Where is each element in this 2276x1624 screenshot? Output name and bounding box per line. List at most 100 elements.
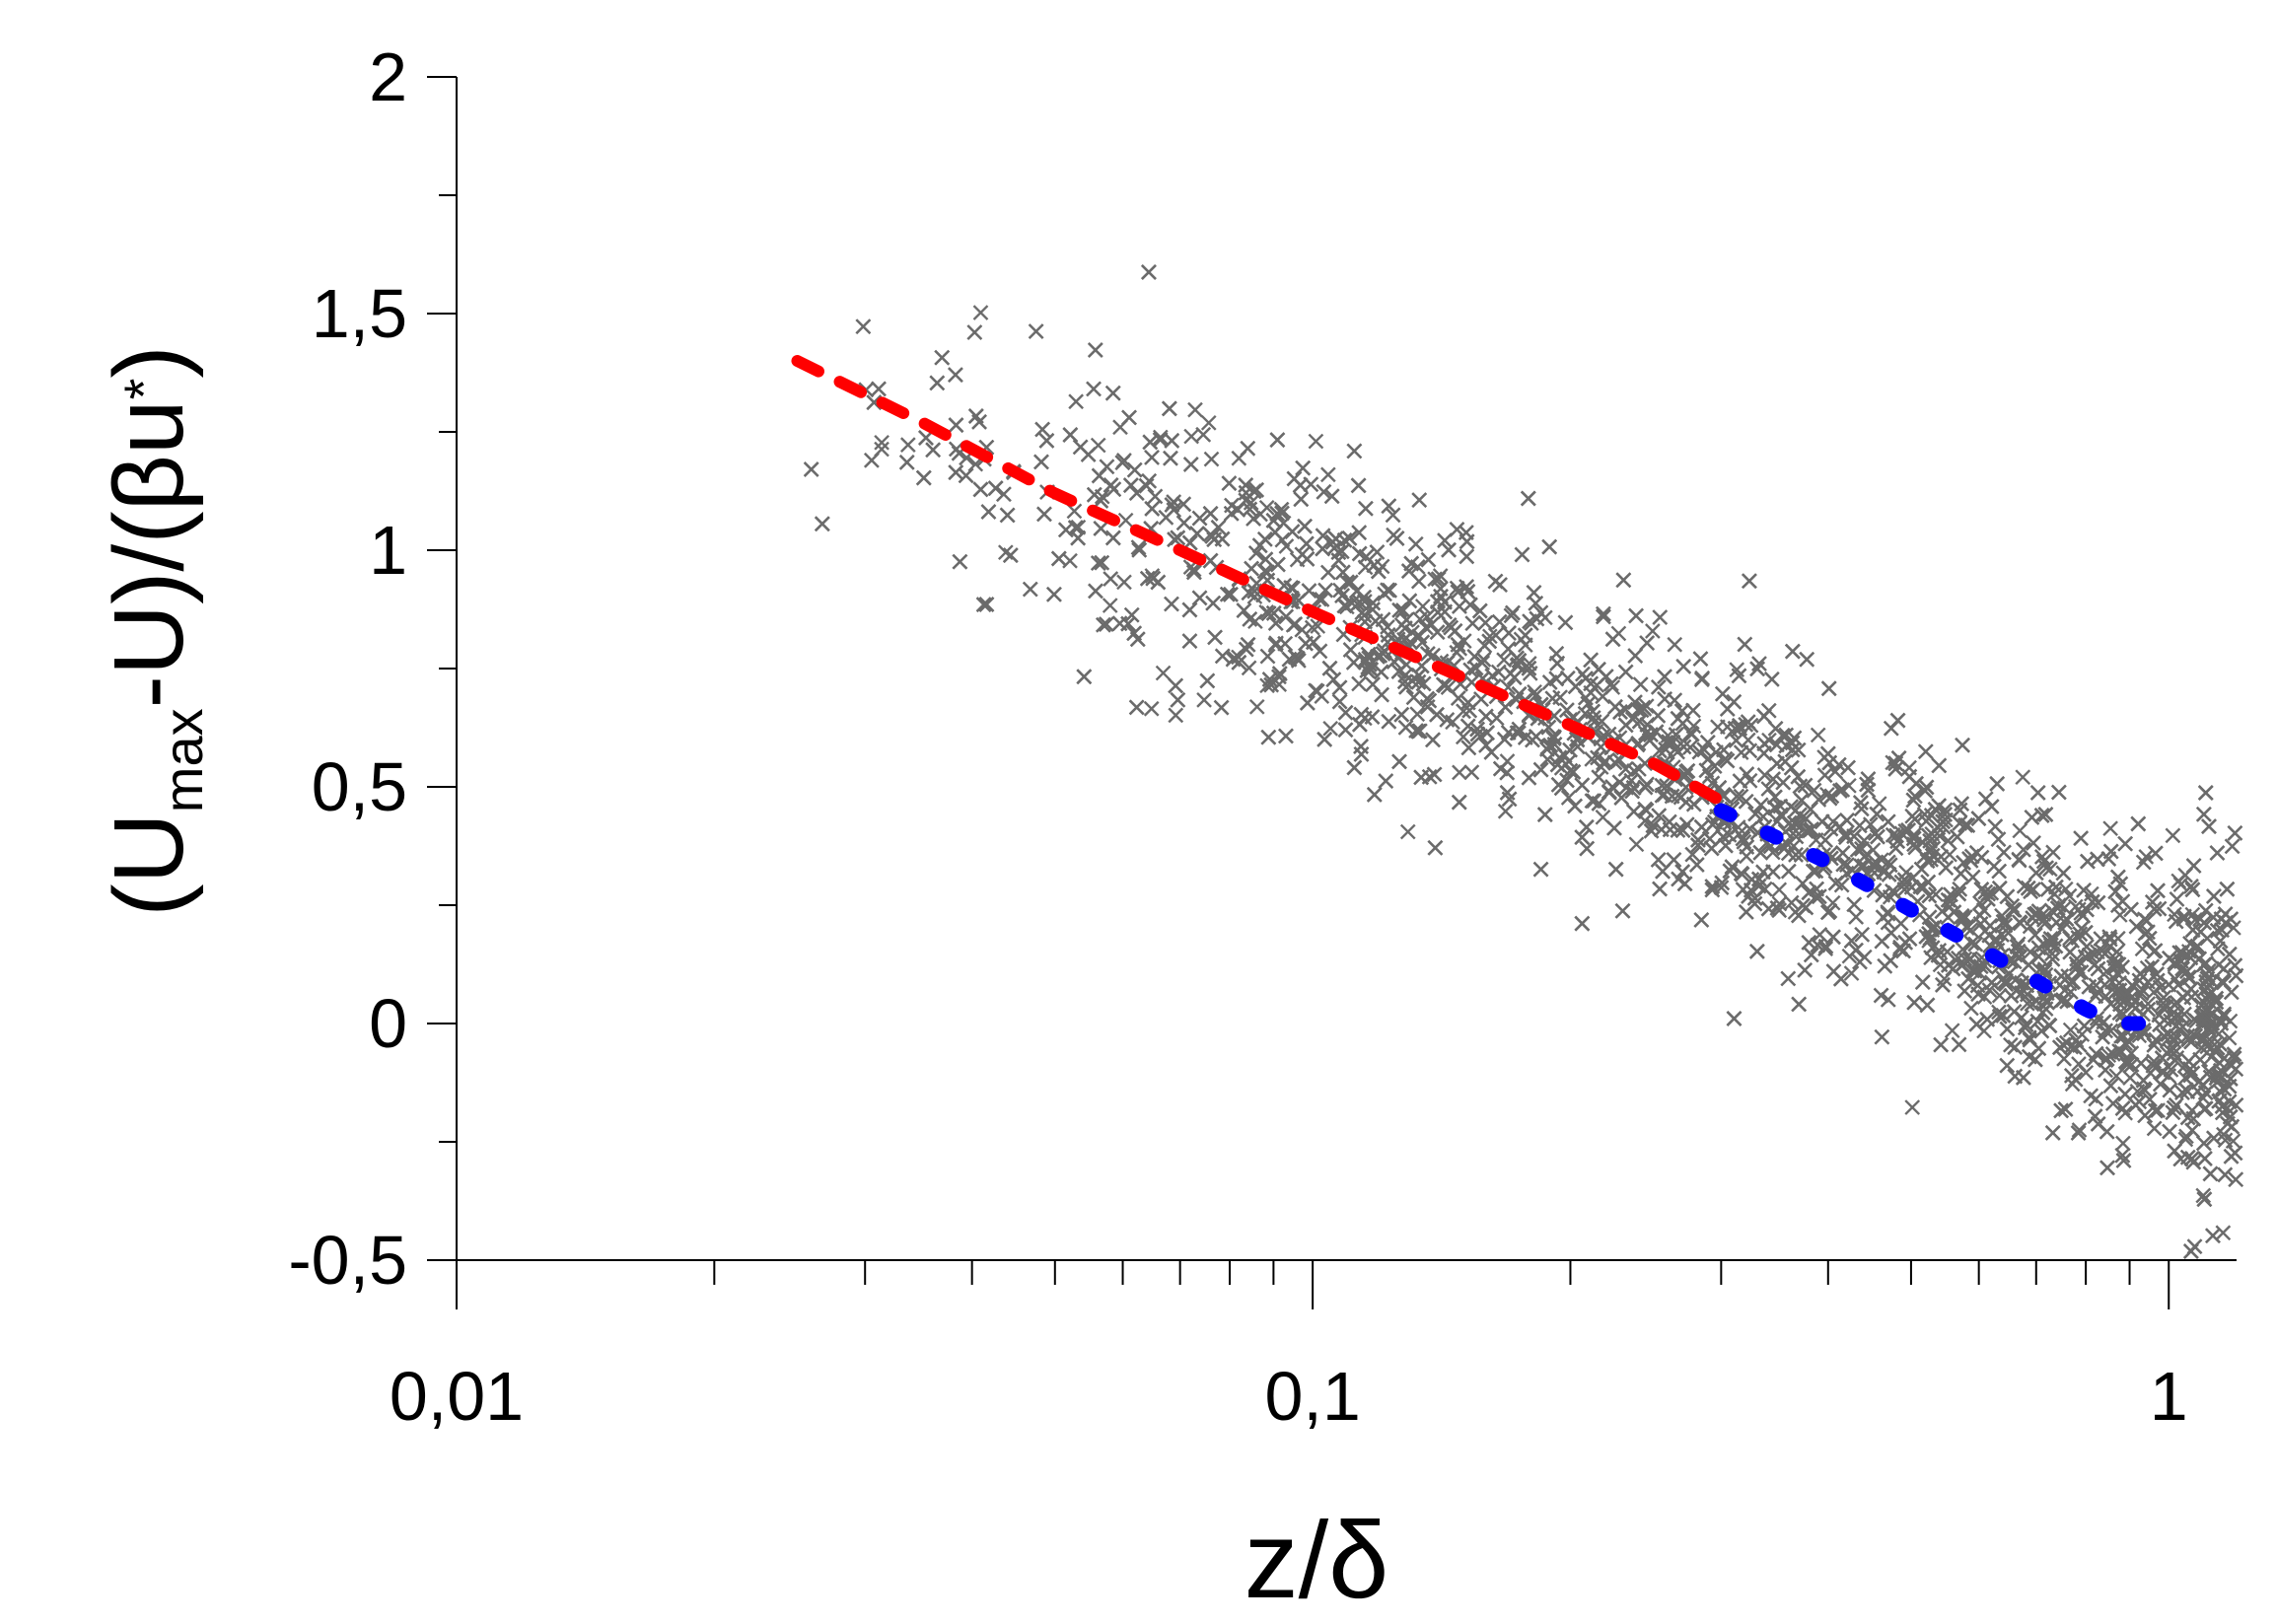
scatter-point: [1410, 723, 1427, 740]
scatter-point: [958, 467, 974, 484]
scatter-point: [1938, 860, 1955, 876]
scatter-point: [1775, 774, 1792, 791]
scatter-point: [1816, 767, 1833, 784]
scatter-point: [1791, 907, 1807, 924]
scatter-point: [2121, 1033, 2137, 1050]
scatter-point: [1102, 598, 1118, 613]
scatter-point: [2036, 990, 2053, 1006]
scatter-point: [1491, 613, 1508, 630]
scatter-point: [2213, 1062, 2229, 1079]
scatter-point: [2034, 1005, 2051, 1021]
scatter-point: [1919, 853, 1936, 869]
scatter-point: [1752, 844, 1769, 861]
scatter-point: [2160, 1026, 2176, 1042]
scatter-point: [2055, 865, 2072, 882]
scatter-point: [1189, 526, 1205, 541]
scatter-point: [1780, 863, 1797, 880]
scatter-point: [2192, 1051, 2208, 1068]
scatter-point: [972, 481, 989, 498]
scatter-point: [1906, 811, 1923, 827]
scatter-point: [1579, 840, 1596, 857]
scatter-point: [2042, 937, 2059, 953]
scatter-point: [1969, 977, 1986, 994]
scatter-point: [1414, 599, 1431, 614]
scatter-point: [1104, 530, 1121, 546]
scatter-point: [2114, 1147, 2131, 1164]
scatter-point: [1738, 793, 1754, 810]
scatter-point: [1997, 917, 2014, 934]
scatter-point: [2098, 1123, 2115, 1140]
scatter-point: [1544, 690, 1561, 707]
scatter-point: [2104, 1095, 2121, 1111]
scatter-point: [1093, 521, 1109, 536]
scatter-point: [2052, 1039, 2068, 1056]
scatter-point: [1385, 507, 1401, 524]
scatter-point: [1371, 563, 1387, 580]
scatter-point: [1399, 823, 1416, 840]
scatter-point: [1116, 574, 1132, 591]
scatter-point: [1066, 503, 1083, 520]
scatter-point: [1891, 941, 1908, 957]
scatter-point: [1952, 802, 1968, 818]
scatter-point: [2033, 1023, 2050, 1039]
scatter-point: [1369, 544, 1386, 560]
scatter-point: [1792, 778, 1809, 795]
x-tick-label: 1: [2150, 1358, 2188, 1435]
scatter-point: [2075, 907, 2092, 924]
scatter-point: [2102, 820, 2118, 837]
scatter-point: [1791, 996, 1808, 1013]
scatter-point: [1699, 735, 1716, 750]
scatter-point: [2217, 1166, 2234, 1183]
scatter-point: [1596, 605, 1611, 622]
scatter-point: [898, 455, 915, 470]
scatter-point: [2090, 894, 2106, 911]
scatter-point: [2134, 982, 2151, 998]
scatter-point: [1769, 755, 1785, 772]
scatter-point: [2228, 1171, 2244, 1188]
scatter-point: [1812, 888, 1827, 905]
scatter-point: [1718, 837, 1734, 854]
scatter-point: [1320, 564, 1336, 581]
scatter-point: [1414, 634, 1431, 651]
scatter-point: [1342, 642, 1359, 658]
scatter-point: [2095, 1028, 2110, 1045]
scatter-point: [1935, 977, 1951, 993]
scatter-point: [1373, 664, 1389, 680]
scatter-point: [1602, 675, 1619, 692]
scatter-point: [2108, 957, 2125, 974]
scatter-point: [1787, 814, 1803, 831]
scatter-point: [1578, 819, 1595, 835]
scatter-point: [2038, 860, 2054, 877]
scatter-point: [1839, 812, 1855, 828]
scatter-point: [1869, 806, 1885, 822]
scatter-point: [1848, 942, 1864, 958]
scatter-point: [1477, 708, 1494, 725]
scatter-point: [2174, 1085, 2190, 1100]
scatter-point: [2068, 1032, 2085, 1048]
scatter-point: [1637, 801, 1654, 817]
scatter-point: [1767, 789, 1783, 806]
scatter-point: [1497, 803, 1514, 819]
scatter-point: [2057, 1101, 2074, 1117]
scatter-point: [2071, 1122, 2088, 1138]
scatter-point: [2196, 1135, 2212, 1152]
scatter-point: [1327, 530, 1344, 547]
scatter-point: [1164, 433, 1180, 449]
scatter-point: [1403, 555, 1420, 572]
scatter-point: [1297, 518, 1313, 534]
scatter-point: [1795, 876, 1811, 891]
scatter-point: [1835, 856, 1852, 873]
scatter-point: [1390, 664, 1407, 679]
scatter-point: [1693, 818, 1710, 835]
scatter-point: [1972, 958, 1989, 975]
scatter-point: [1451, 794, 1467, 811]
scatter-point: [1213, 699, 1230, 716]
scatter-point: [814, 516, 830, 532]
scatter-point: [1062, 427, 1079, 443]
scatter-point: [1604, 631, 1621, 648]
scatter-point: [1427, 839, 1444, 856]
scatter-point: [1270, 556, 1286, 573]
scatter-point: [1871, 796, 1887, 812]
scatter-point: [1345, 655, 1362, 671]
scatter-point: [1833, 970, 1849, 987]
